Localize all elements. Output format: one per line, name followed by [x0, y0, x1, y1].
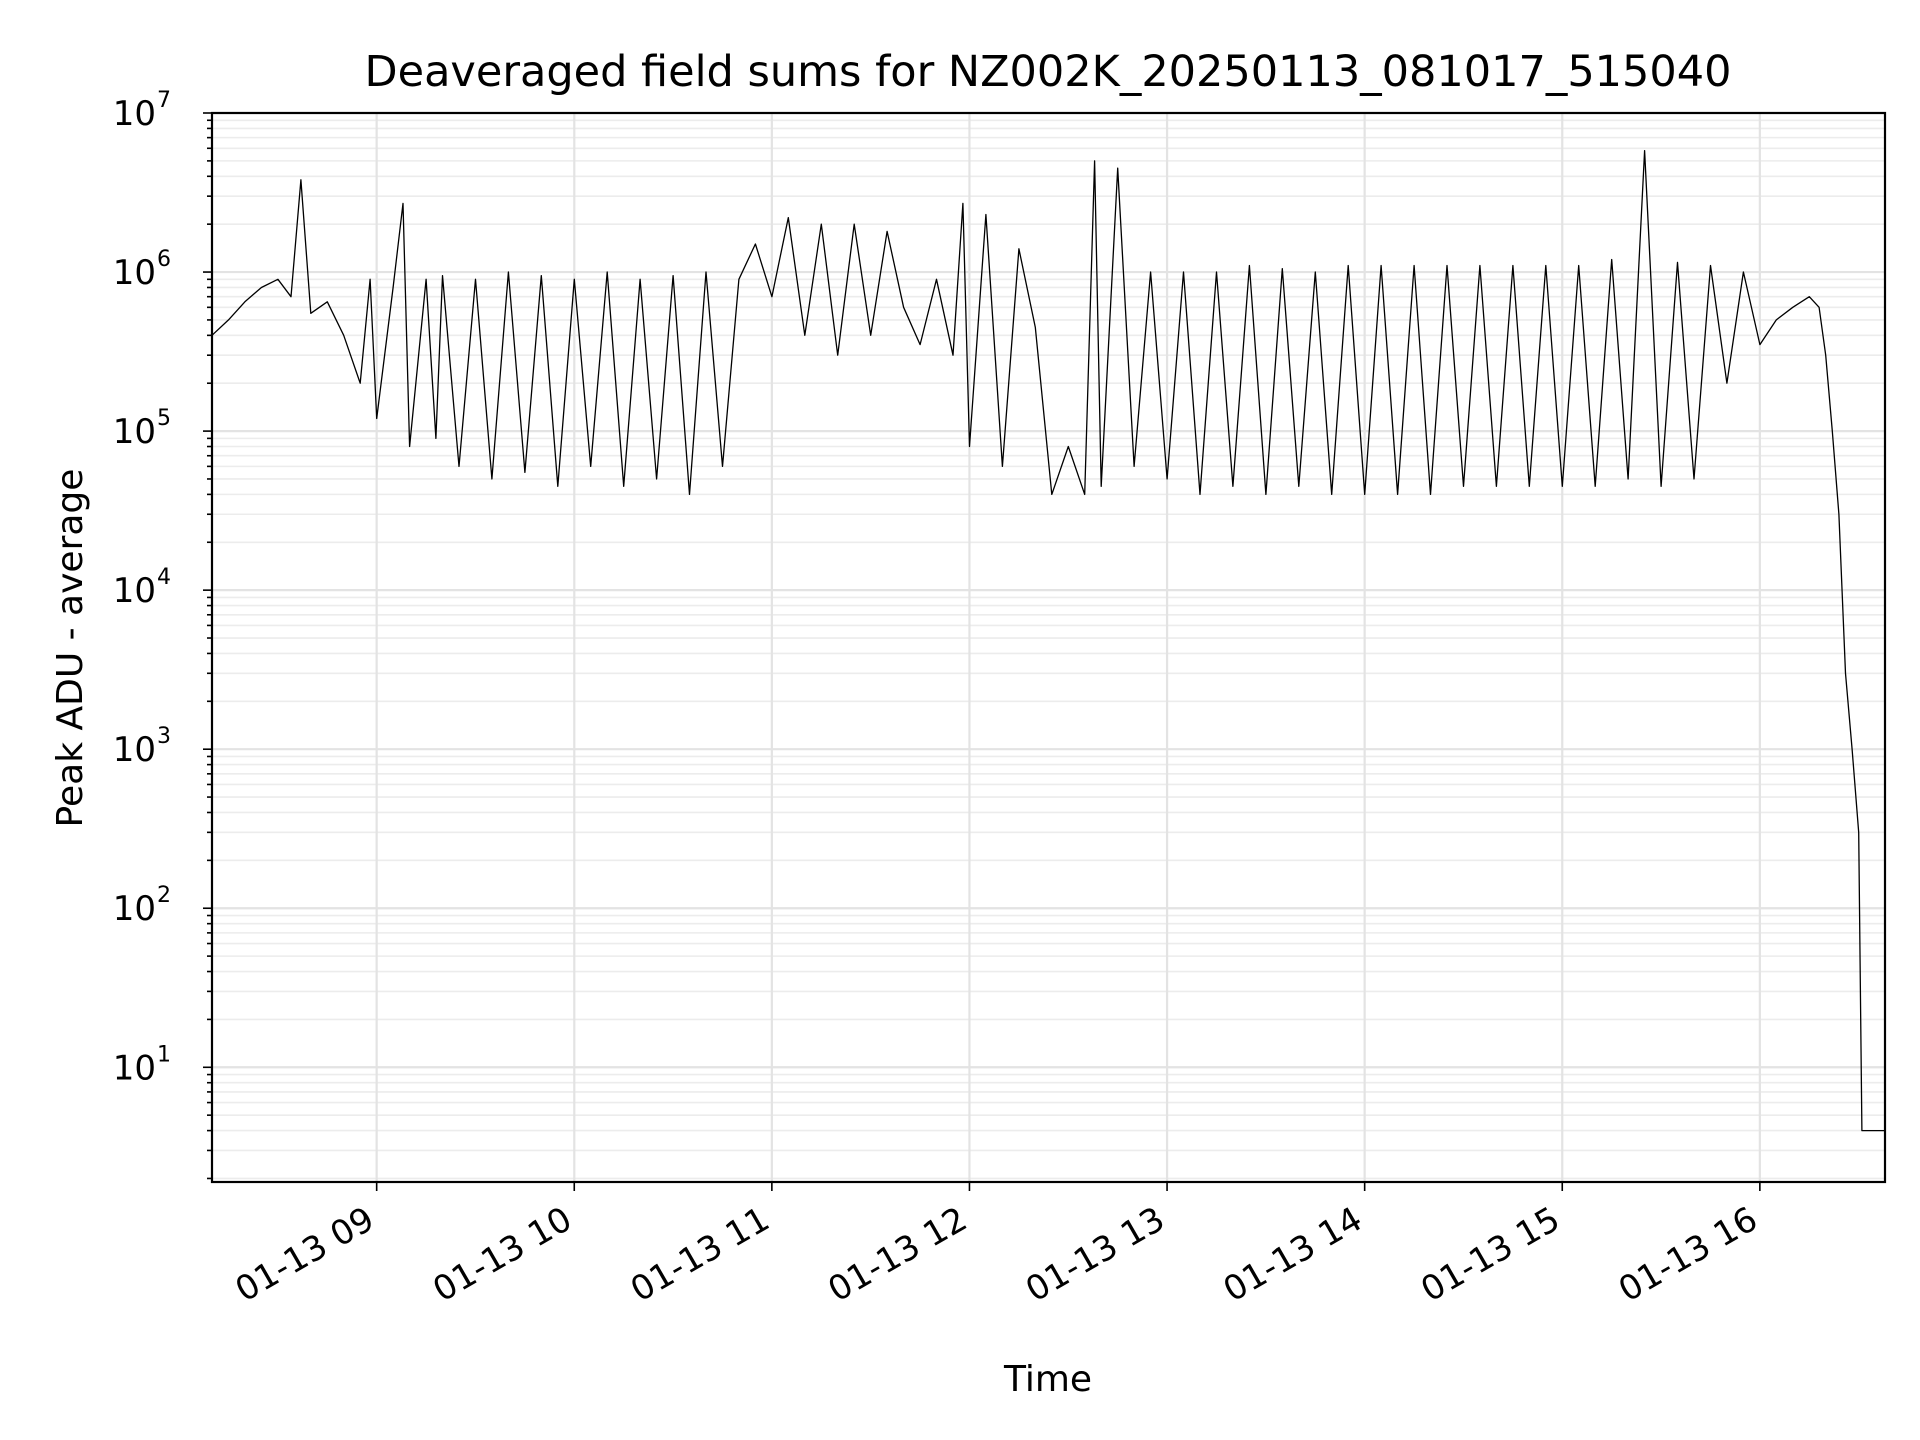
y-tick-exponent: 7 — [157, 88, 171, 113]
y-tick-base: 10 — [113, 1048, 156, 1088]
plot-frame — [210, 111, 1887, 1184]
grid-lines — [212, 111, 1885, 1182]
x-axis-label: Time — [1003, 1359, 1092, 1400]
y-tick-exponent: 2 — [157, 883, 171, 908]
series-line — [211, 149, 1885, 1132]
y-tick-exponent: 1 — [157, 1042, 171, 1067]
y-tick-exponent: 5 — [157, 406, 171, 431]
chart-title: Deaveraged field sums for NZ002K_2025011… — [365, 47, 1732, 97]
y-tick-exponent: 3 — [157, 724, 171, 749]
y-axis-label: Peak ADU - average — [50, 469, 91, 828]
y-tick-label: 10 — [113, 889, 156, 929]
y-tick-base: 10 — [113, 94, 156, 134]
y-tick-label: 10 — [113, 1048, 156, 1088]
y-tick-base: 10 — [113, 412, 156, 452]
y-tick-label: 10 — [113, 94, 156, 134]
y-tick-base: 10 — [113, 889, 156, 929]
y-tick-label: 10 — [113, 571, 156, 611]
y-tick-label: 10 — [113, 253, 156, 293]
y-tick-base: 10 — [113, 730, 156, 770]
y-tick-label: 10 — [113, 730, 156, 770]
y-tick-exponent: 6 — [157, 247, 171, 272]
y-tick-base: 10 — [113, 571, 156, 611]
y-tick-label: 10 — [113, 412, 156, 452]
y-tick-exponent: 4 — [157, 565, 171, 590]
y-tick-base: 10 — [113, 253, 156, 293]
